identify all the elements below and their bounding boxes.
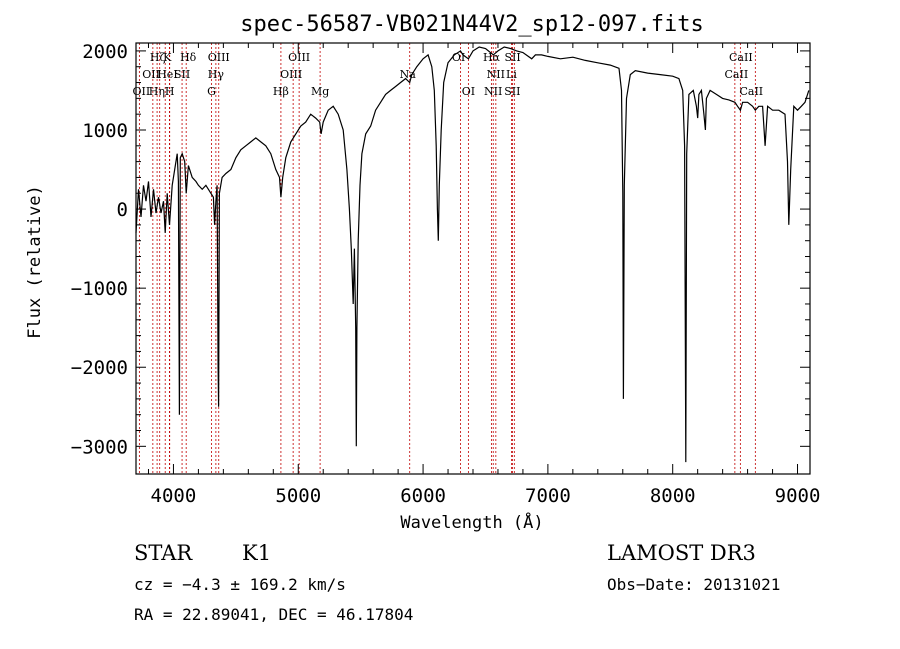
y-tick-label: −3000 bbox=[71, 436, 128, 458]
spectral-line-label: NII bbox=[487, 68, 505, 81]
y-tick-labels: −3000 −2000 −1000 0 1000 2000 bbox=[71, 41, 128, 458]
spectral-line-label: OIII bbox=[280, 68, 302, 81]
x-tick-label: 4000 bbox=[151, 485, 197, 507]
x-tick-label: 5000 bbox=[275, 485, 321, 507]
spectral-line-label: OII bbox=[133, 85, 151, 98]
x-tick-label: 7000 bbox=[525, 485, 571, 507]
spectral-line-label: K bbox=[163, 51, 172, 64]
spectral-line-label: CaII bbox=[739, 85, 763, 98]
y-tick-label: 2000 bbox=[82, 41, 128, 63]
spectral-line-label: Hη bbox=[149, 85, 165, 98]
y-axis-title: Flux (relative) bbox=[25, 185, 45, 339]
spectral-line-label: OI bbox=[462, 85, 475, 98]
spectral-line-label: Na bbox=[400, 68, 417, 81]
spectral-line-label: Hγ bbox=[208, 68, 225, 81]
ra-dec-coordinates: RA = 22.89041, DEC = 46.17804 bbox=[134, 605, 413, 624]
x-tick-label: 8000 bbox=[650, 485, 696, 507]
y-tick-label: −1000 bbox=[71, 278, 128, 300]
x-tick-label: 6000 bbox=[400, 485, 446, 507]
spectral-line-label: Hα bbox=[483, 51, 501, 64]
spectral-line-markers bbox=[138, 43, 756, 474]
spectrum-line bbox=[135, 46, 810, 463]
object-class: STAR bbox=[134, 541, 193, 565]
spectral-line-label: OII bbox=[142, 68, 160, 81]
spectral-line-label: OIII bbox=[288, 51, 310, 64]
chart-title: spec-56587-VB021N44V2_sp12-097.fits bbox=[240, 12, 704, 37]
spectral-line-label: HeI bbox=[157, 68, 177, 81]
spectral-line-label: NII bbox=[484, 85, 502, 98]
spectral-line-label: SII bbox=[174, 68, 190, 81]
spectral-line-label: H bbox=[165, 85, 175, 98]
y-tick-label: 1000 bbox=[82, 120, 128, 142]
y-tick-label: 0 bbox=[117, 199, 128, 221]
survey-name: LAMOST DR3 bbox=[607, 541, 756, 565]
spectral-line-label: SII bbox=[504, 85, 520, 98]
observation-date: Obs−Date: 20131021 bbox=[607, 575, 780, 594]
spectral-line-label: Mg bbox=[311, 85, 329, 98]
spectral-line-label: Hζ bbox=[150, 51, 166, 64]
spectral-line-label: CaII bbox=[725, 68, 749, 81]
spectral-line-label: SII bbox=[504, 51, 520, 64]
x-axis-title: Wavelength (Å) bbox=[400, 511, 543, 533]
spectral-line-label: Hβ bbox=[273, 85, 289, 98]
spectral-line-label: CaII bbox=[729, 51, 753, 64]
plot-frame bbox=[135, 42, 811, 475]
x-tick-label: 9000 bbox=[775, 485, 821, 507]
y-tick-label: −2000 bbox=[71, 357, 128, 379]
object-subclass: K1 bbox=[242, 541, 271, 565]
x-tick-labels: 4000 5000 6000 7000 8000 9000 bbox=[151, 485, 821, 507]
axis-ticks bbox=[136, 43, 810, 474]
redshift-velocity: cz = −4.3 ± 169.2 km/s bbox=[134, 575, 346, 594]
spectral-line-label: OI bbox=[452, 51, 465, 64]
spectral-line-label: Hδ bbox=[180, 51, 197, 64]
spectral-line-label: G bbox=[207, 85, 216, 98]
spectral-line-label: OIII bbox=[208, 51, 230, 64]
spectral-line-label: Li bbox=[506, 68, 517, 81]
